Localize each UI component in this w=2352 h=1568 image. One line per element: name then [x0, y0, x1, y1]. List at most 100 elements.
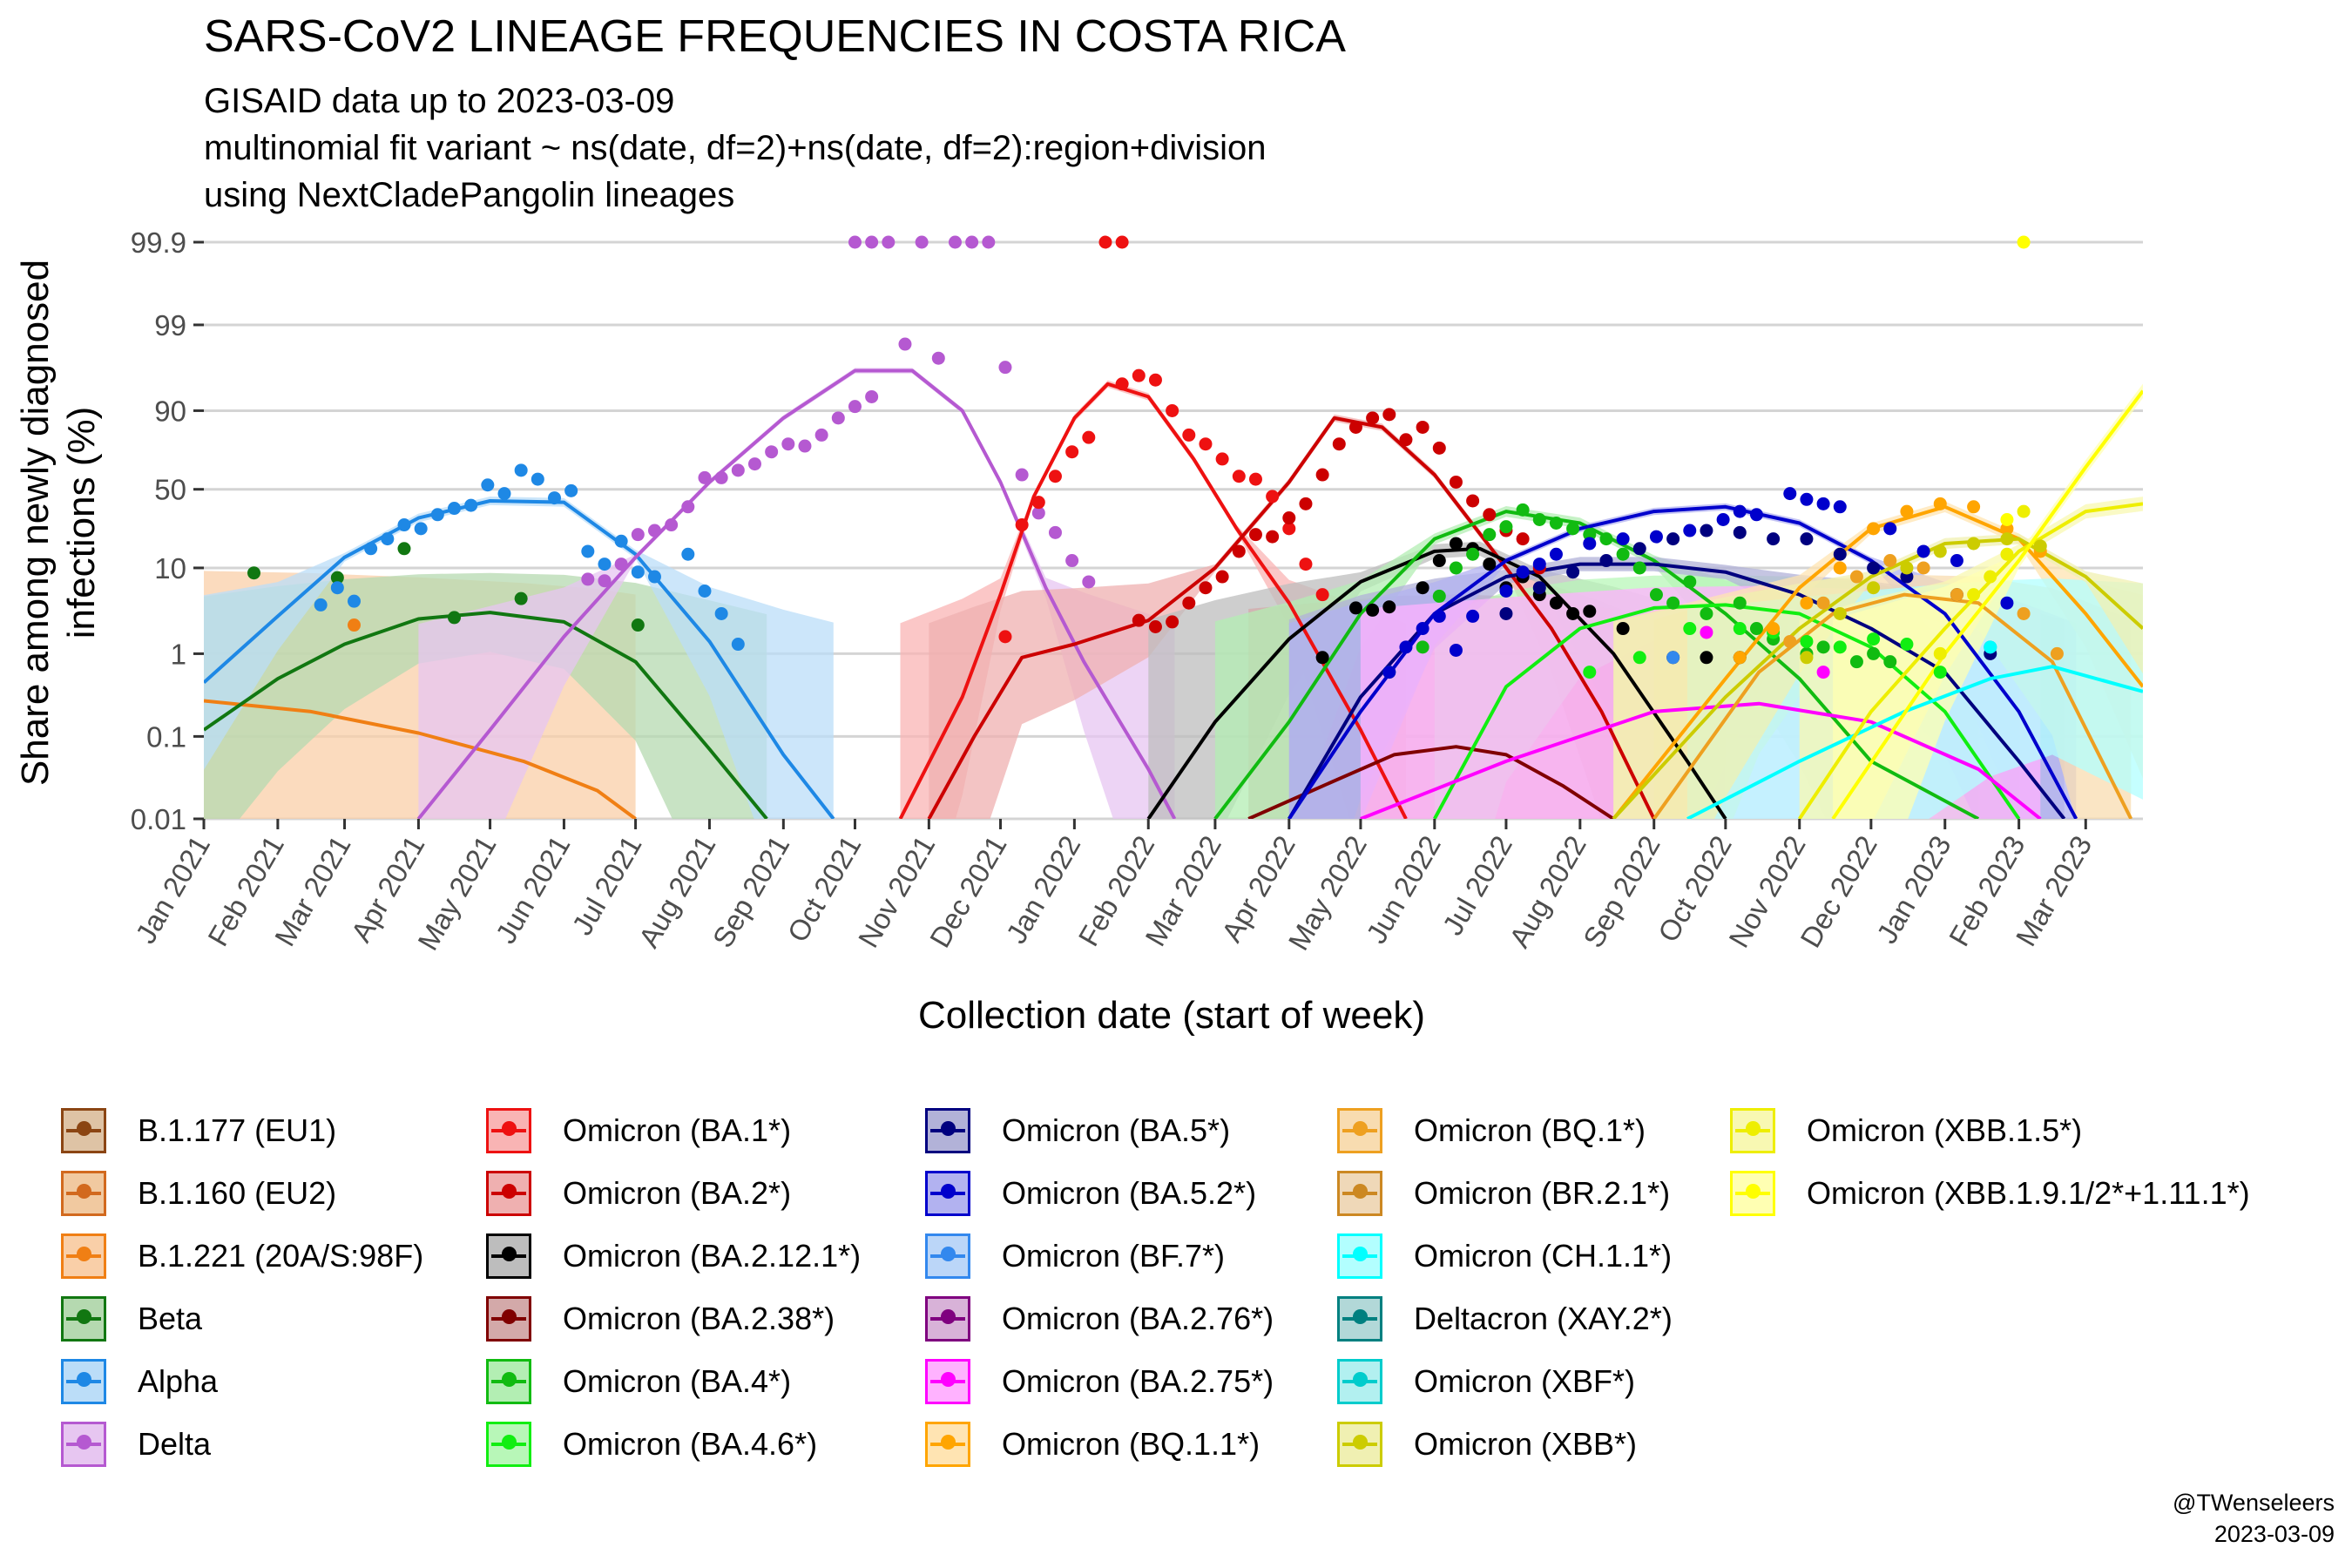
line-alpha	[204, 499, 835, 819]
point-omicron-ba-4-6	[1632, 651, 1646, 665]
credit-handle: @TWenseleers	[2173, 1490, 2335, 1516]
point-alpha	[397, 518, 411, 532]
legend-label: Omicron (BR.2.1*)	[1414, 1175, 1671, 1211]
point-delta	[1065, 554, 1079, 568]
point-omicron-bq-1-1	[2000, 522, 2014, 536]
point-omicron-ba-5-2	[1382, 666, 1396, 679]
point-omicron-ba-5-2	[1549, 547, 1563, 561]
legend-item-omicron-ba-4-6: Omicron (BA.4.6*)	[486, 1420, 817, 1469]
point-omicron-ba-4	[1666, 596, 1680, 610]
point-omicron-ba-2	[1282, 511, 1296, 525]
point-omicron-ba-2	[1166, 615, 1179, 629]
point-omicron-ba-4	[1632, 561, 1646, 575]
band-omicron-ba-2	[929, 414, 1654, 819]
legend-label: Omicron (XBB*)	[1414, 1426, 1638, 1462]
point-omicron-ba-5-2	[1616, 532, 1630, 546]
point-omicron-ba-1	[1115, 377, 1129, 391]
point-omicron-ba-4	[1649, 588, 1663, 602]
point-beta	[447, 611, 461, 625]
point-omicron-xbb-1-5	[1933, 646, 1947, 660]
legend-label: Omicron (BA.2.38*)	[563, 1301, 835, 1336]
line-omicron-xbb-1-5	[1798, 502, 2143, 819]
point-omicron-ba-4-6	[1800, 634, 1814, 648]
legend-item-omicron-ba-1: Omicron (BA.1*)	[486, 1106, 791, 1155]
point-delta	[681, 500, 695, 514]
point-omicron-ba-5-2	[1466, 609, 1480, 623]
point-omicron-ba-5-2	[1916, 544, 1930, 558]
point-omicron-bq-1-1	[1833, 561, 1847, 575]
legend-label: Omicron (BF.7*)	[1002, 1238, 1226, 1274]
point-omicron-ba-2-75	[1816, 666, 1830, 679]
point-delta	[798, 439, 812, 453]
legend-label: Omicron (BQ.1.1*)	[1002, 1426, 1260, 1462]
line-omicron-ba-1	[898, 382, 1408, 819]
point-omicron-ba-4	[1549, 516, 1563, 530]
point-omicron-ba-2-12-1	[1549, 596, 1563, 610]
point-delta	[1031, 506, 1045, 520]
legend-label: Omicron (BA.5*)	[1002, 1112, 1231, 1148]
point-delta	[614, 558, 628, 571]
point-omicron-ba-1	[1282, 522, 1296, 536]
legend-label: Omicron (BA.2*)	[563, 1175, 792, 1211]
point-omicron-ba-4	[1516, 503, 1530, 517]
point-delta	[731, 463, 745, 477]
point-omicron-ba-1	[1266, 490, 1280, 504]
y-tick-label: 99.9	[131, 226, 186, 259]
point-beta	[631, 618, 645, 632]
y-tick-label: 99	[154, 309, 186, 341]
point-alpha	[598, 558, 612, 571]
point-omicron-ba-1	[1299, 558, 1313, 571]
x-tick-label: Jul 2022	[1436, 830, 1518, 941]
legend-label: Alpha	[138, 1363, 219, 1399]
point-omicron-bq-1-1	[1900, 504, 1914, 518]
point-alpha	[681, 547, 695, 561]
point-omicron-bq-1	[2017, 606, 2031, 620]
point-omicron-ba-4	[1749, 622, 1763, 636]
legend-key-omicron-ba-2	[486, 1171, 531, 1216]
point-alpha	[481, 478, 495, 492]
point-omicron-xbb	[1933, 544, 1947, 558]
point-alpha	[381, 532, 395, 546]
point-omicron-bq-1-1	[1767, 622, 1781, 636]
point-alpha	[497, 487, 511, 501]
point-omicron-ba-2	[1466, 494, 1480, 508]
point-delta	[848, 400, 862, 414]
legend-label: Omicron (BA.4.6*)	[563, 1426, 818, 1462]
point-delta	[1048, 525, 1062, 539]
point-omicron-ba-1	[1065, 445, 1079, 459]
point-omicron-ba-5-2	[1532, 558, 1546, 571]
point-omicron-ba-2	[1182, 596, 1196, 610]
point-omicron-ba-4	[1616, 547, 1630, 561]
point-delta	[781, 437, 795, 451]
point-omicron-xbb-1-5	[1967, 588, 1981, 602]
point-omicron-xbb-1-5	[2000, 547, 2014, 561]
point-omicron-ch-1-1	[1984, 640, 1997, 654]
point-omicron-ba-5-2	[1399, 640, 1413, 654]
legend-item-deltacron-xay-2: Deltacron (XAY.2*)	[1337, 1294, 1673, 1343]
point-omicron-ba-5-2	[1583, 537, 1597, 551]
point-omicron-ba-5	[1833, 547, 1847, 561]
point-beta	[397, 542, 411, 556]
legend-key-omicron-bq-1-1	[925, 1422, 970, 1467]
point-omicron-ba-5-2	[1516, 565, 1530, 579]
point-omicron-bq-1	[2050, 646, 2064, 660]
band-alpha	[204, 497, 834, 819]
point-omicron-bq-1-1	[1867, 522, 1881, 536]
legend-key-omicron-xbb-1-5	[1730, 1108, 1775, 1153]
line-beta	[204, 611, 768, 819]
point-omicron-ba-1	[1215, 452, 1229, 466]
point-delta	[982, 235, 996, 249]
point-omicron-ba-4-6	[1900, 638, 1914, 652]
point-omicron-ba-4	[1499, 520, 1513, 534]
point-omicron-ba-1	[1115, 235, 1129, 249]
point-omicron-ba-4	[1867, 646, 1881, 660]
point-omicron-ba-4	[1733, 596, 1747, 610]
point-omicron-ba-4	[1599, 532, 1613, 546]
point-omicron-ba-5-2	[1432, 609, 1446, 623]
point-omicron-ba-2	[1332, 437, 1346, 451]
point-omicron-ba-2	[1416, 420, 1429, 434]
legend-item-omicron-ba-2-76: Omicron (BA.2.76*)	[925, 1294, 1274, 1343]
point-omicron-ba-4	[1432, 589, 1446, 603]
y-tick-label: 0.1	[146, 720, 186, 753]
point-omicron-ba-5	[1666, 532, 1680, 546]
